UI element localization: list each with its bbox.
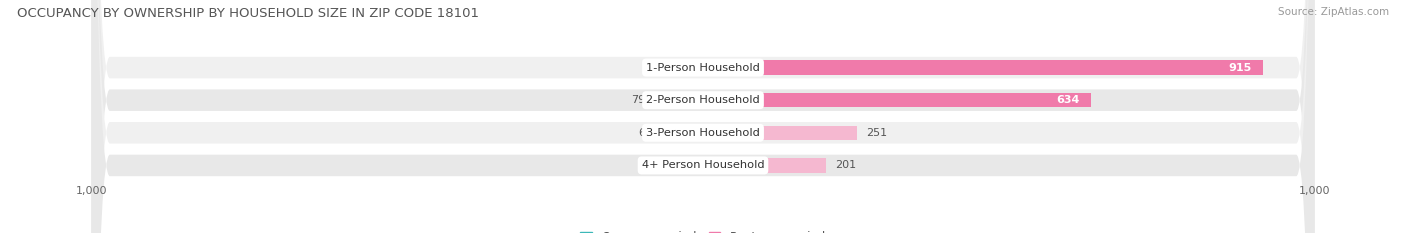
Bar [675,158,703,173]
FancyBboxPatch shape [91,0,1315,233]
Bar [703,158,825,173]
Text: 4+ Person Household: 4+ Person Household [641,161,765,170]
Text: 1-Person Household: 1-Person Household [647,63,759,72]
Text: 2-Person Household: 2-Person Household [647,95,759,105]
Text: Source: ZipAtlas.com: Source: ZipAtlas.com [1278,7,1389,17]
Text: 251: 251 [866,128,887,138]
Legend: Owner-occupied, Renter-occupied: Owner-occupied, Renter-occupied [579,231,827,233]
FancyBboxPatch shape [91,0,1315,233]
Text: 201: 201 [835,161,856,170]
Bar [703,60,1263,75]
Bar [685,60,703,75]
Text: 29: 29 [662,63,676,72]
Bar [703,126,856,140]
Bar [703,93,1091,107]
Text: 79: 79 [631,95,645,105]
Text: 634: 634 [1056,95,1080,105]
FancyBboxPatch shape [91,0,1315,233]
Text: 915: 915 [1229,63,1251,72]
Text: 68: 68 [638,128,652,138]
Bar [661,126,703,140]
FancyBboxPatch shape [91,0,1315,233]
Bar [655,93,703,107]
Text: 47: 47 [651,161,665,170]
Text: OCCUPANCY BY OWNERSHIP BY HOUSEHOLD SIZE IN ZIP CODE 18101: OCCUPANCY BY OWNERSHIP BY HOUSEHOLD SIZE… [17,7,479,20]
Text: 3-Person Household: 3-Person Household [647,128,759,138]
